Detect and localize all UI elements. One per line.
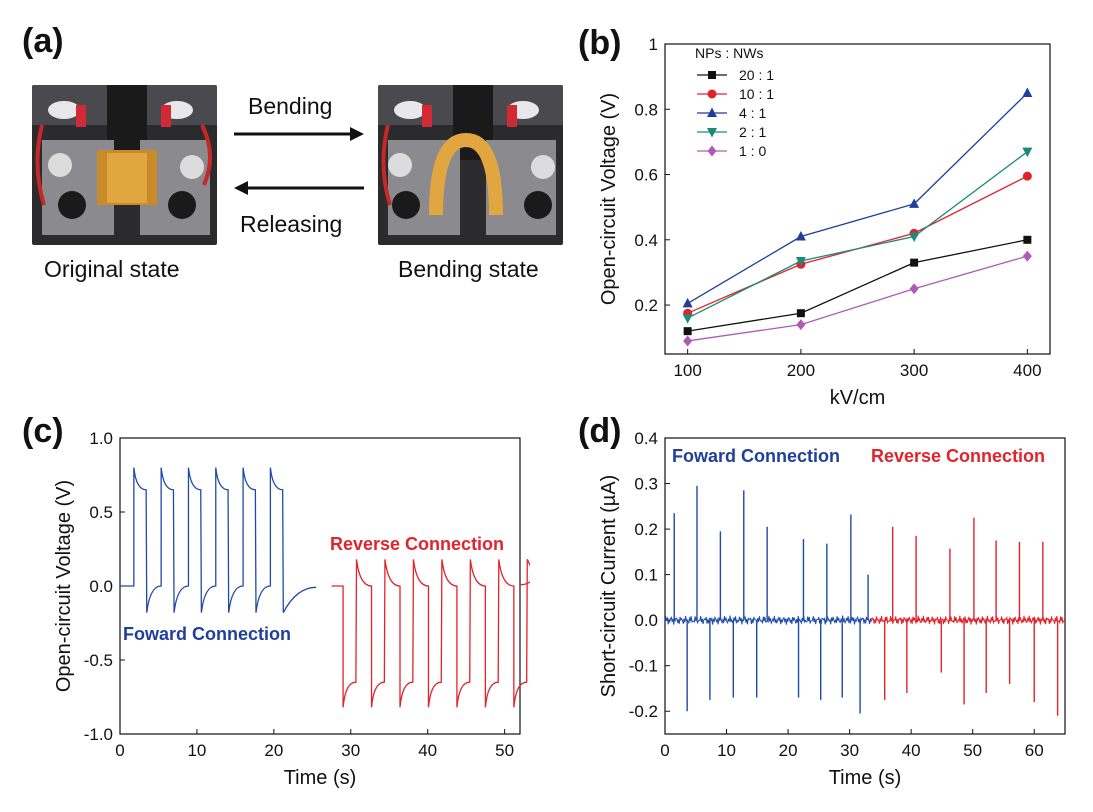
chart-b-point-0-0 xyxy=(683,327,692,336)
chart-b-series-line-4 xyxy=(687,255,1028,342)
bending-state-photo xyxy=(378,85,563,245)
chart-b-x-tick-label: 300 xyxy=(900,361,928,380)
chart-b-point-3-0 xyxy=(682,314,693,324)
chart-d-x-tick-label: 50 xyxy=(963,741,982,760)
chart-d-annotation-reverse: Reverse Connection xyxy=(871,446,1045,466)
chart-b-y-axis-label: Open-circuit Voltage (V) xyxy=(598,93,620,305)
chart-b-point-4-1 xyxy=(796,319,806,331)
chart-b-point-4-2 xyxy=(909,283,919,295)
chart-c-x-axis-label: Time (s) xyxy=(284,767,357,789)
chart-b-point-2-3 xyxy=(1022,87,1033,97)
chart-b-series-line-0 xyxy=(687,239,1028,332)
chart-d-y-tick-label: -0.2 xyxy=(629,702,658,721)
bending-arrow xyxy=(234,127,364,141)
chart-b-x-axis-label: kV/cm xyxy=(830,387,886,409)
chart-c-y-axis-label: Open-circuit Voltage (V) xyxy=(53,480,75,692)
chart-b-point-1-3 xyxy=(1022,171,1032,181)
chart-b-legend-marker-1 xyxy=(707,89,717,99)
chart-b-plot-frame xyxy=(664,43,1051,355)
chart-c: 0 10 20 30 40 50 -1.0 -0.5 0.0 0.5 1.0 Time (s) Open… xyxy=(53,429,530,789)
panel-label-c: (c) xyxy=(22,412,64,450)
chart-b-legend-title: NPs : NWs xyxy=(695,45,763,61)
chart-b-y-tick-label: 0.6 xyxy=(634,166,658,185)
chart-d-annotation-forward: Foward Connection xyxy=(672,446,840,466)
chart-b-point-0-3 xyxy=(1023,235,1032,244)
chart-b-y-tick-label: 0.8 xyxy=(634,100,658,119)
releasing-arrow xyxy=(234,181,364,195)
releasing-label: Releasing xyxy=(240,211,343,237)
chart-b-legend-marker-3 xyxy=(707,128,717,138)
chart-d-baseline-0 xyxy=(664,615,872,625)
panel-label-b: (b) xyxy=(578,24,622,62)
chart-d: 0 10 20 30 40 50 60 -0.2 -0.1 0.0 0.1 0.2 0.3 0.4 Time… xyxy=(598,429,1066,789)
chart-d-x-tick-label: 10 xyxy=(717,741,736,760)
chart-c-y-tick-label: -1.0 xyxy=(84,725,113,744)
chart-b-point-3-1 xyxy=(795,257,806,267)
original-state-photo xyxy=(32,85,217,245)
chart-b-point-3-3 xyxy=(1022,147,1033,158)
chart-b-series-line-2 xyxy=(687,92,1028,304)
chart-d-y-tick-label: 0.2 xyxy=(634,520,658,539)
chart-b: 100 200 300 400 0.2 0.4 0.6 0.8 1 kV/cm Open-circu… xyxy=(598,35,1051,409)
chart-b-y-tick-label: 0.4 xyxy=(634,231,658,250)
chart-d-y-tick-label: -0.1 xyxy=(629,657,658,676)
chart-b-legend-marker-0 xyxy=(708,71,716,79)
chart-c-series-1 xyxy=(331,559,530,708)
chart-b-point-2-0 xyxy=(682,297,693,308)
chart-b-legend-marker-4 xyxy=(707,145,717,157)
chart-b-legend-label-0: 20 : 1 xyxy=(739,67,774,83)
chart-d-y-tick-label: 0.1 xyxy=(634,566,658,585)
panel-label-a: (a) xyxy=(22,22,64,60)
chart-c-annotation-reverse: Reverse Connection xyxy=(330,534,504,554)
panel-label-d: (d) xyxy=(578,412,622,450)
chart-b-point-0-2 xyxy=(910,258,919,267)
chart-b-point-2-2 xyxy=(909,198,920,208)
original-state-caption: Original state xyxy=(44,256,180,282)
chart-b-point-0-1 xyxy=(796,309,805,318)
chart-d-x-axis-label: Time (s) xyxy=(829,767,902,789)
bending-label: Bending xyxy=(248,93,333,119)
chart-b-series-line-3 xyxy=(687,151,1028,319)
chart-b-y-tick-label: 0.2 xyxy=(634,296,658,315)
chart-d-x-tick-label: 60 xyxy=(1025,741,1044,760)
chart-b-x-tick-label: 400 xyxy=(1013,361,1041,380)
chart-b-legend-label-3: 2 : 1 xyxy=(739,124,766,140)
chart-b-legend-label-1: 10 : 1 xyxy=(739,86,774,102)
chart-c-x-tick-label: 30 xyxy=(341,741,360,760)
chart-c-x-tick-label: 50 xyxy=(495,741,514,760)
chart-b-point-4-0 xyxy=(683,335,693,347)
chart-d-x-tick-label: 30 xyxy=(840,741,859,760)
chart-c-x-tick-label: 10 xyxy=(187,741,206,760)
chart-d-plot-frame xyxy=(664,437,1066,735)
chart-c-y-tick-label: -0.5 xyxy=(84,651,113,670)
chart-c-y-tick-label: 1.0 xyxy=(89,429,113,448)
chart-b-point-2-1 xyxy=(795,231,806,241)
chart-d-x-tick-label: 20 xyxy=(779,741,798,760)
chart-d-y-tick-label: 0.0 xyxy=(634,611,658,630)
chart-d-baseline-1 xyxy=(870,615,1066,625)
chart-d-y-tick-label: 0.3 xyxy=(634,475,658,494)
chart-c-x-tick-label: 20 xyxy=(264,741,283,760)
chart-c-x-tick-label: 40 xyxy=(418,741,437,760)
chart-d-x-tick-label: 0 xyxy=(660,741,669,760)
chart-d-x-tick-label: 40 xyxy=(902,741,921,760)
chart-b-x-tick-label: 100 xyxy=(673,361,701,380)
chart-b-legend-label-2: 4 : 1 xyxy=(739,105,766,121)
chart-b-legend-marker-2 xyxy=(707,107,717,117)
chart-b-y-tick-label: 1 xyxy=(649,35,658,54)
chart-c-plot-frame xyxy=(119,437,521,735)
chart-b-legend-label-4: 1 : 0 xyxy=(739,143,766,159)
chart-c-y-tick-label: 0.5 xyxy=(89,503,113,522)
chart-c-annotation-forward: Foward Connection xyxy=(123,624,291,644)
chart-c-y-tick-label: 0.0 xyxy=(89,577,113,596)
chart-c-series-0 xyxy=(120,467,317,613)
chart-b-point-3-2 xyxy=(909,232,920,243)
chart-d-y-tick-label: 0.4 xyxy=(634,429,658,448)
chart-c-x-tick-label: 0 xyxy=(115,741,124,760)
chart-b-point-4-3 xyxy=(1022,250,1032,262)
chart-d-y-axis-label: Short-circuit Current (µA) xyxy=(598,475,620,698)
chart-b-x-tick-label: 200 xyxy=(787,361,815,380)
bending-state-caption: Bending state xyxy=(398,256,539,282)
